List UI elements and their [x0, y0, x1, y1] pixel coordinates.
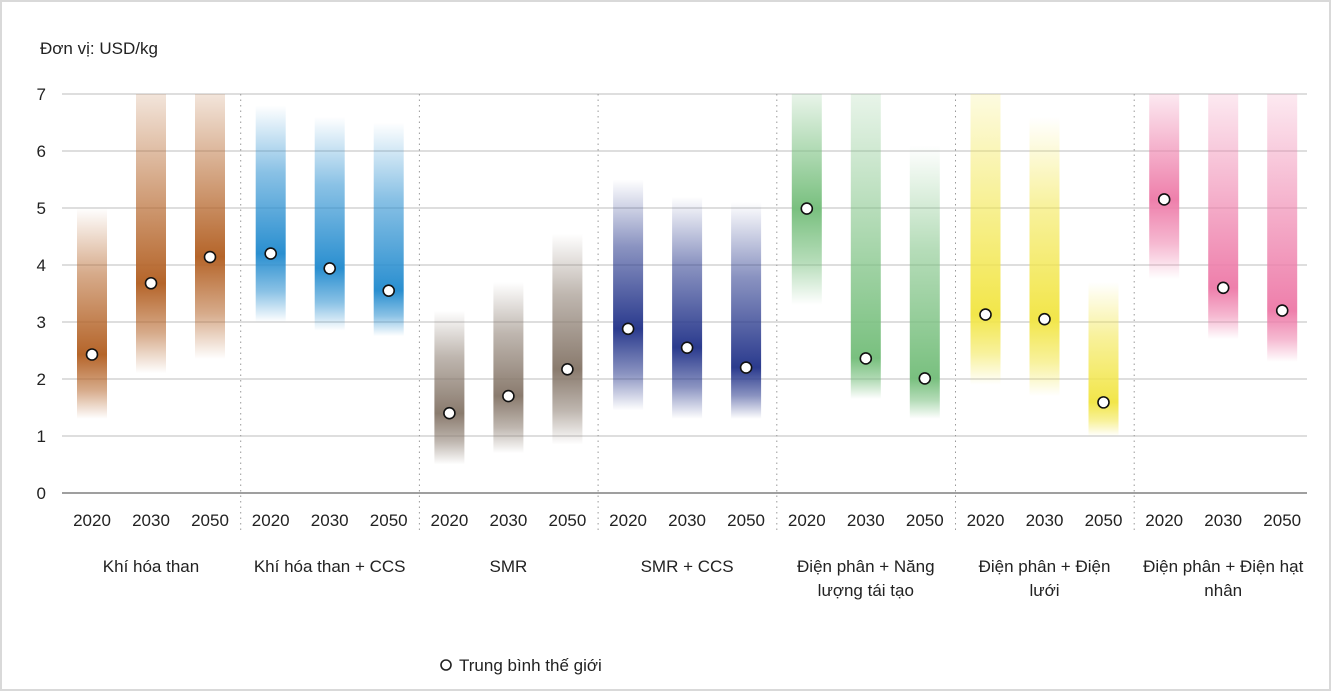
- group-label: Khí hóa than: [103, 557, 199, 576]
- mean-marker: [382, 284, 396, 297]
- mean-marker: [1157, 193, 1171, 206]
- mean-marker: [85, 348, 99, 361]
- x-tick-label: 2020: [788, 511, 826, 530]
- group-label: SMR: [490, 557, 528, 576]
- mean-marker: [621, 322, 635, 336]
- range-bar: [791, 94, 822, 305]
- x-tick-label: 2050: [191, 511, 229, 530]
- x-tick-label: 2030: [847, 511, 885, 530]
- x-tick-label: 2030: [668, 511, 706, 530]
- range-bar: [255, 105, 286, 323]
- x-tick-label: 2020: [609, 511, 647, 530]
- x-tick-label: 2020: [430, 511, 468, 530]
- range-bar: [1149, 94, 1180, 280]
- range-bar: [1208, 94, 1239, 340]
- group-label: Điện phân + Điện: [979, 557, 1111, 576]
- mean-marker: [739, 361, 753, 374]
- group-label: lưới: [1029, 581, 1059, 600]
- x-tick-label: 2050: [370, 511, 408, 530]
- y-tick-label: 5: [37, 199, 46, 218]
- range-bar: [552, 233, 583, 445]
- y-tick-label: 3: [37, 313, 46, 332]
- mean-marker: [680, 341, 694, 354]
- range-bar: [613, 179, 644, 411]
- mean-marker: [561, 363, 574, 376]
- range-bar: [731, 202, 762, 419]
- y-tick-label: 1: [37, 427, 46, 446]
- x-tick-label: 2030: [1204, 511, 1242, 530]
- group-label: lượng tái tạo: [818, 581, 914, 600]
- mean-marker: [502, 389, 515, 403]
- x-tick-label: 2030: [311, 511, 349, 530]
- axis-labels: 0 1 2 3 4 5 6 7 2020 2030 2050 Khí hóa than 2020 2030…: [37, 85, 1304, 600]
- x-tick-label: 2050: [1085, 511, 1123, 530]
- mean-marker: [443, 406, 456, 420]
- range-bar: [77, 208, 107, 419]
- y-tick-label: 6: [37, 142, 46, 161]
- x-tick-label: 2020: [967, 511, 1005, 530]
- range-bars: [77, 94, 1298, 465]
- legend: Trung bình thế giới: [440, 656, 602, 675]
- mean-marker: [203, 250, 217, 264]
- range-bar: [1029, 116, 1060, 397]
- group-label: Khí hóa than + CCS: [254, 557, 406, 576]
- range-bar: [970, 94, 1001, 385]
- mean-marker: [1038, 312, 1051, 326]
- mean-marker: [979, 308, 992, 321]
- x-tick-label: 2030: [1026, 511, 1064, 530]
- mean-marker: [1216, 281, 1230, 295]
- mean-marker: [323, 262, 337, 275]
- range-bar: [850, 94, 881, 399]
- mean-marker: [1275, 304, 1289, 317]
- range-bar: [434, 310, 465, 465]
- range-bar: [195, 94, 225, 360]
- group-separators: [240, 94, 1135, 532]
- group-label: Điện phân + Điện hạt: [1143, 557, 1303, 576]
- mean-marker: [859, 352, 873, 365]
- y-tick-label: 4: [37, 256, 46, 275]
- mean-marker: [1097, 396, 1110, 409]
- range-bar: [1267, 94, 1298, 362]
- mean-marker: [918, 372, 932, 385]
- group-label: SMR + CCS: [641, 557, 734, 576]
- y-tick-label: 0: [37, 484, 46, 503]
- x-tick-label: 2020: [252, 511, 290, 530]
- mean-marker: [144, 276, 158, 290]
- mean-markers: [85, 193, 1289, 420]
- y-tick-label: 7: [37, 85, 46, 104]
- mean-marker: [800, 202, 814, 215]
- range-bar: [373, 122, 404, 337]
- group-label: nhân: [1204, 581, 1242, 600]
- range-bar: [493, 282, 524, 454]
- range-bar: [136, 94, 166, 374]
- y-tick-label: 2: [37, 370, 46, 389]
- x-tick-label: 2020: [1145, 511, 1183, 530]
- x-tick-label: 2030: [132, 511, 170, 530]
- mean-marker: [264, 247, 278, 260]
- x-tick-label: 2050: [727, 511, 765, 530]
- legend-label: Trung bình thế giới: [459, 656, 602, 675]
- unit-label: Đơn vị: USD/kg: [40, 39, 158, 58]
- legend-marker-icon: [440, 659, 452, 671]
- x-tick-label: 2050: [548, 511, 586, 530]
- x-tick-label: 2050: [906, 511, 944, 530]
- x-tick-label: 2050: [1263, 511, 1301, 530]
- range-bar: [1088, 282, 1119, 436]
- range-bar: [314, 116, 345, 331]
- group-label: Điện phân + Năng: [797, 557, 935, 576]
- x-tick-label: 2020: [73, 511, 111, 530]
- x-tick-label: 2030: [489, 511, 527, 530]
- range-bar: [672, 196, 703, 419]
